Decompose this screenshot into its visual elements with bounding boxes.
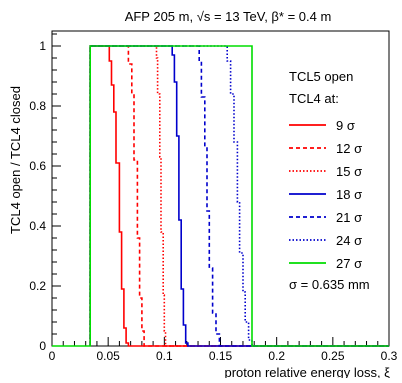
x-tick-label: 0.15 [209, 349, 233, 363]
x-tick-label: 0 [49, 349, 56, 363]
legend-header: TCL5 open [289, 69, 353, 84]
x-tick-label: 0.05 [96, 349, 120, 363]
legend-label: 21 σ [336, 210, 362, 225]
legend-label: 27 σ [336, 256, 362, 271]
x-tick-label: 0.2 [268, 349, 285, 363]
x-tick-label: 0.1 [156, 349, 173, 363]
series-line-4 [89, 45, 389, 347]
series-line-2 [89, 45, 389, 347]
legend-label: 9 σ [336, 118, 355, 133]
y-tick-label: 0.8 [29, 99, 46, 113]
y-tick-label: 0.6 [29, 159, 46, 173]
y-tick-label: 1 [39, 39, 46, 53]
series-line-5 [89, 45, 389, 347]
legend-label: 18 σ [336, 187, 362, 202]
chart-title: AFP 205 m, √s = 13 TeV, β* = 0.4 m [125, 9, 332, 24]
plot-area: 0 0.05 0.1 0.15 0.2 0.25 0.3 0 0.2 0.4 0.6 0.8 1 [29, 30, 398, 363]
legend-label: 15 σ [336, 164, 362, 179]
series-line-7 [52, 45, 389, 347]
y-tick-label: 0 [39, 339, 46, 353]
y-tick-label: 0.4 [29, 219, 46, 233]
series-line-6 [89, 45, 389, 347]
legend-label: 24 σ [336, 233, 362, 248]
y-axis-label: TCL4 open / TCL4 closed [8, 86, 23, 234]
series-line-3 [89, 45, 389, 347]
legend-label: 12 σ [336, 141, 362, 156]
legend: TCL5 open TCL4 at: 9 σ 12 σ 15 σ 18 σ 21 σ 24 σ… [289, 69, 370, 292]
x-axis-label: proton relative energy loss, ξ [224, 365, 390, 378]
legend-header: TCL4 at: [289, 91, 339, 106]
sigma-annotation: σ = 0.635 mm [289, 277, 370, 292]
x-tick-label: 0.3 [381, 349, 398, 363]
y-tick-label: 0.2 [29, 279, 46, 293]
x-tick-label: 0.25 [321, 349, 345, 363]
series-line-1 [89, 45, 389, 347]
